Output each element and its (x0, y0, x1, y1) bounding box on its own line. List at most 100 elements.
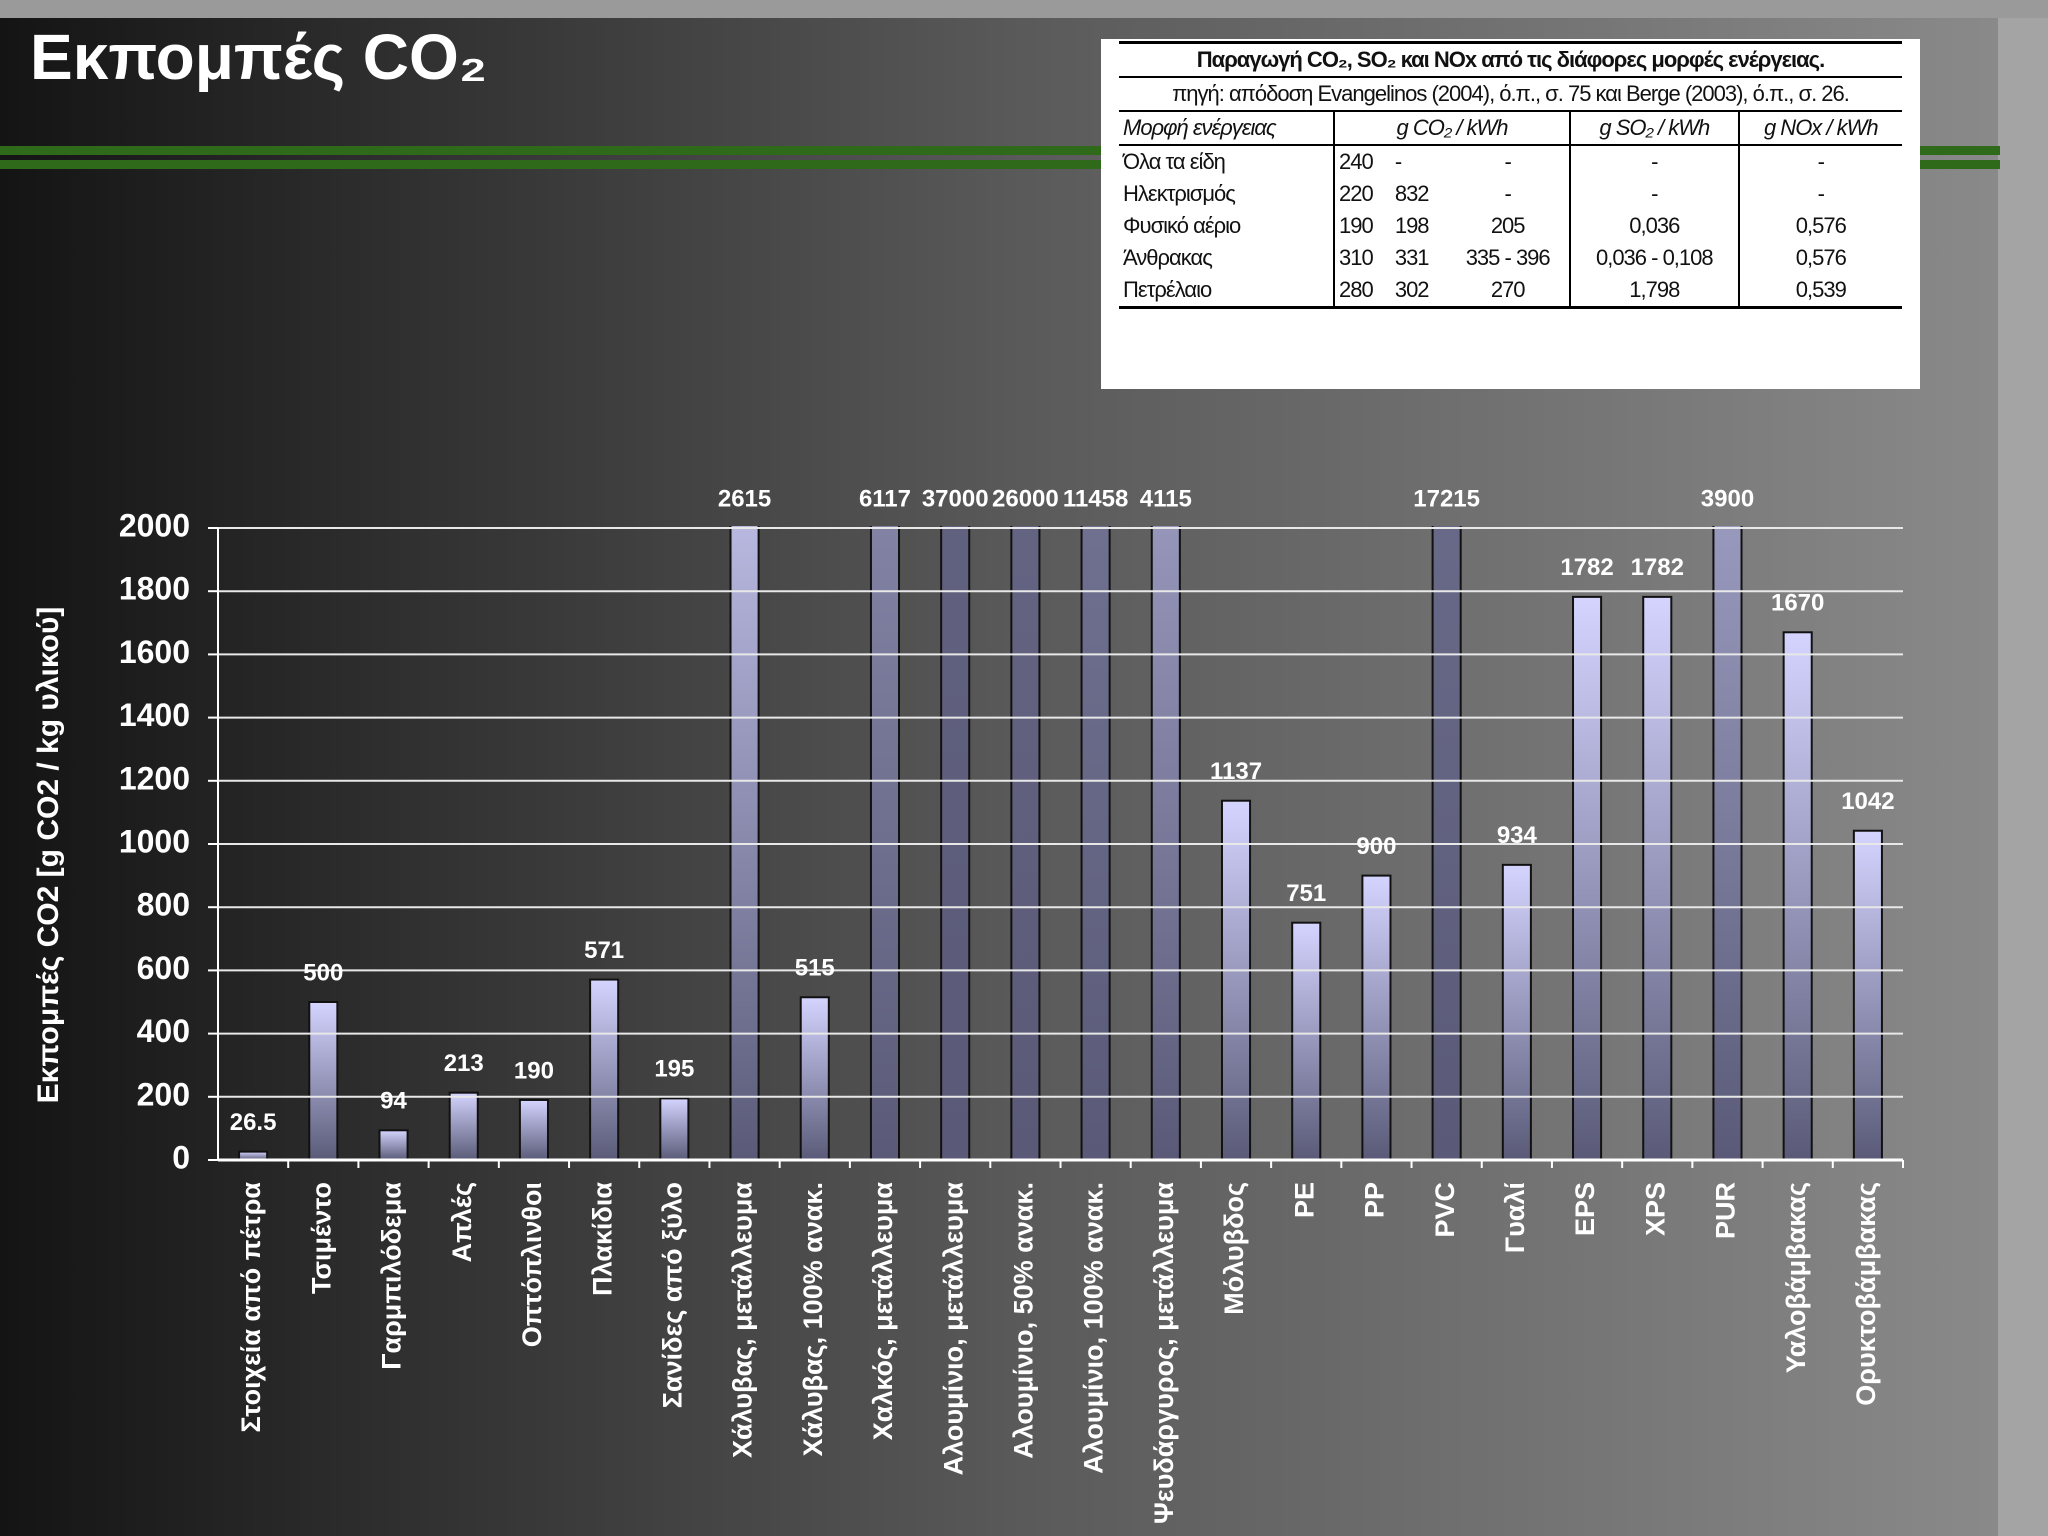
y-tick-label: 400 (137, 1013, 190, 1049)
value-label: 195 (654, 1056, 694, 1083)
x-tick-label: Πλακίδια (587, 1182, 617, 1296)
bar (659, 1097, 690, 1162)
bar (1361, 874, 1392, 1161)
x-tick-label: Σανίδες από ξύλο (657, 1182, 687, 1408)
value-label: 37000 (922, 485, 989, 512)
bar (448, 1091, 479, 1162)
y-tick-label: 1600 (119, 634, 190, 670)
x-tick-label: Στοιχεία από πέτρα (236, 1182, 266, 1433)
table-cell: 302 (1390, 274, 1447, 309)
bar (1501, 863, 1532, 1162)
value-label: 2615 (718, 485, 771, 512)
y-tick-label: 600 (137, 950, 190, 986)
bar (378, 1129, 409, 1162)
y-tick-label: 0 (172, 1139, 190, 1175)
bar (1642, 595, 1673, 1161)
x-tick-label: Αλουμίνιο, 100% ανακ. (1079, 1182, 1109, 1474)
bar (1220, 799, 1252, 1161)
table-cell: 1,798 (1569, 274, 1739, 309)
bar (1852, 829, 1883, 1162)
value-label: 11458 (1063, 485, 1128, 512)
value-label: 934 (1497, 822, 1538, 849)
table-row: πηγή: απόδοση Evangelinos (2004), ό.π., … (1119, 77, 1902, 112)
bar (1782, 631, 1813, 1161)
right-strip (1998, 18, 2048, 1536)
bar (308, 1001, 339, 1161)
table-cell: 270 (1446, 274, 1571, 309)
table-cell: 0,576 (1737, 210, 1902, 242)
slide-title: Εκπομπές CO₂ (30, 21, 487, 93)
x-tick-label: EPS (1570, 1182, 1600, 1236)
table-cell: - (1737, 145, 1902, 178)
value-label: 1137 (1210, 758, 1262, 785)
x-tick-label: Απλές (447, 1182, 477, 1262)
x-tick-label: PUR (1711, 1182, 1741, 1239)
table-cell: - (1569, 145, 1739, 178)
table-cell: Ηλεκτρισμός (1123, 181, 1236, 206)
table-cell: 190 (1333, 210, 1391, 242)
table-cell: Πετρέλαιο (1119, 274, 1334, 309)
table-cell: Μορφή ενέργειας (1119, 111, 1334, 146)
x-tick-label: Μόλυβδος (1219, 1182, 1249, 1315)
table-row: Μορφή ενέργειας g CO₂ / kWh g SO₂ / kWh g N… (1119, 111, 1902, 146)
y-tick-label: 1400 (119, 697, 190, 733)
x-tick-label: Οπτόπλινθοι (517, 1182, 547, 1347)
bar (1291, 921, 1322, 1162)
value-label: 1782 (1560, 554, 1613, 581)
y-tick-label: 800 (137, 887, 190, 923)
y-tick-label: 1800 (119, 571, 190, 607)
table-cell: - (1504, 181, 1512, 206)
table-cell: 0,036 (1569, 210, 1739, 242)
x-tick-label: Υαλοβάμβακας (1781, 1182, 1811, 1373)
table-row: Ηλεκτρισμός 220 832- - - (1119, 178, 1902, 210)
table-cell: - (1569, 178, 1739, 210)
value-label: 26000 (992, 485, 1059, 512)
x-tick-label: Χαλκός, μετάλλευμα (868, 1182, 898, 1441)
x-tick-label: Τσιμέντο (306, 1182, 336, 1294)
x-tick-label: Χάλυβας, 100% ανακ. (798, 1182, 828, 1456)
table-cell: πηγή: απόδοση Evangelinos (2004), ό.π., … (1119, 77, 1902, 112)
bar (589, 978, 620, 1162)
table-cell: Όλα τα είδη (1123, 149, 1226, 174)
table-cell: Φυσικό αέριο (1123, 213, 1241, 238)
value-label: 1782 (1631, 554, 1684, 581)
green-line (0, 160, 2000, 169)
table-row: Πετρέλαιο 280 302 270 1,798 0,539 (1119, 274, 1902, 309)
table-row: Παραγωγή CO₂, SO₂ και NOx από τις διάφορ… (1119, 41, 1902, 78)
table-cell: - (1394, 149, 1402, 174)
bar (1572, 595, 1603, 1161)
value-label: 6117 (859, 485, 911, 512)
table-row: Φυσικό αέριο 190 198 205 0,036 0,576 (1119, 210, 1902, 242)
x-tick-label: XPS (1640, 1182, 1670, 1236)
table-cell: 220 (1333, 178, 1391, 210)
value-label: 26.5 (230, 1109, 277, 1136)
table-cell: 0,576 (1737, 242, 1902, 274)
table-cell: 205 (1490, 213, 1526, 238)
value-label: 190 (514, 1057, 554, 1084)
table-cell: 280 (1333, 274, 1391, 309)
y-tick-label: 200 (137, 1076, 190, 1112)
table-cell: Παραγωγή CO₂, SO₂ και NOx από τις διάφορ… (1119, 41, 1902, 78)
green-line (0, 146, 2000, 155)
bar (799, 996, 830, 1162)
value-label: 1042 (1841, 788, 1894, 815)
value-label: 500 (303, 959, 343, 986)
table: Παραγωγή CO₂, SO₂ και NOx από τις διάφορ… (1101, 39, 1920, 389)
table-cell: g NOx / kWh (1737, 111, 1902, 146)
top-strip (0, 0, 2048, 18)
value-label: 900 (1356, 833, 1396, 860)
table-cell: 331 (1394, 245, 1430, 270)
value-label: 751 (1286, 880, 1326, 907)
value-label: 515 (795, 955, 835, 982)
value-label: 571 (584, 937, 624, 964)
x-tick-label: Ψευδάργυρος, μετάλλευμα (1149, 1182, 1179, 1524)
table-grid: Παραγωγή CO₂, SO₂ και NOx από τις διάφορ… (1119, 41, 1902, 309)
x-tick-label: Αλουμίνιο, μετάλλευμα (938, 1182, 968, 1476)
table-cell: 198 (1394, 213, 1430, 238)
y-axis-title: Εκπομπές CO2 [g CO2 / kg υλικού] (32, 607, 65, 1104)
table-cell: 0,539 (1737, 274, 1902, 309)
table-cell: g CO₂ / kWh (1332, 111, 1571, 146)
table-cell: - (1737, 178, 1902, 210)
y-tick-label: 2000 (119, 507, 190, 543)
